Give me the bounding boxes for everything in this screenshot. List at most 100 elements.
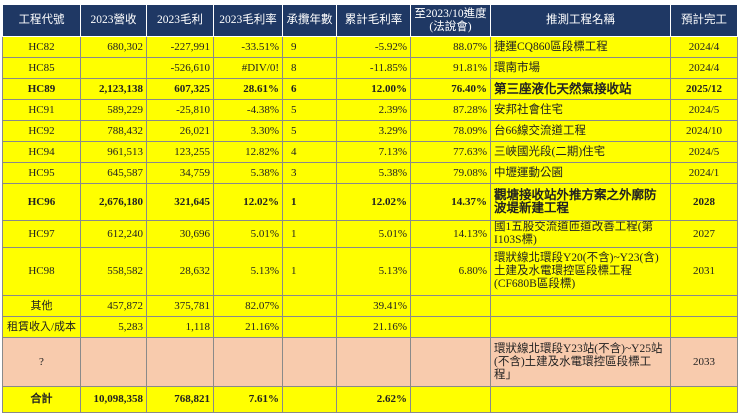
table-row: HC97 612,240 30,696 5.01% 1 5.01% 14.13% 國1五股交流… [2, 220, 738, 248]
table-cell: 21.16% [213, 316, 283, 338]
table-cell: 中壢運動公園 [490, 162, 671, 184]
table-cell: 10,098,358 [80, 386, 147, 413]
table-cell: 7.13% [336, 141, 411, 163]
table-cell: HC92 [2, 120, 81, 142]
table-cell: 77.63% [410, 141, 491, 163]
table-cell: 6 [282, 78, 337, 100]
table-cell: 7.61% [213, 386, 283, 413]
table-cell: 國1五股交流道匝道改善工程(第I103S標) [490, 220, 671, 248]
table-cell: 3.29% [336, 120, 411, 142]
empty-cell [670, 295, 738, 317]
table-row: HC82 680,302 -227,991 -33.51% 9 -5.92% 88.07% 捷… [2, 36, 738, 58]
table-cell: 台66線交流道工程 [490, 120, 671, 142]
table-cell: 5.13% [213, 247, 283, 296]
table-cell: 457,872 [80, 295, 147, 317]
table-cell: 5 [282, 99, 337, 121]
table-cell: 5.01% [336, 220, 411, 248]
table-cell: 3 [282, 162, 337, 184]
table-cell: 12.02% [336, 183, 411, 221]
table-cell: -526,610 [146, 57, 214, 79]
table-cell: 5,283 [80, 316, 147, 338]
table-cell: 14.13% [410, 220, 491, 248]
table-cell: 123,255 [146, 141, 214, 163]
project-table: 工程代號 2023營收 2023毛利 2023毛利率 承攬年數 累計毛利率 至2023/10… [2, 4, 738, 413]
empty-cell [410, 386, 491, 413]
table-cell: 捷運CQ860區段標工程 [490, 36, 671, 58]
empty-cell [410, 337, 491, 387]
table-cell: 645,587 [80, 162, 147, 184]
table-cell: 14.37% [410, 183, 491, 221]
table-cell: 87.28% [410, 99, 491, 121]
table-cell: 5 [282, 120, 337, 142]
empty-cell [410, 295, 491, 317]
table-cell: 2024/5 [670, 99, 738, 121]
table-cell: 2031 [670, 247, 738, 296]
table-cell: 768,821 [146, 386, 214, 413]
table-cell: 2.62% [336, 386, 411, 413]
header-cell: 推測工程名稱 [490, 4, 671, 37]
table-header: 工程代號 2023營收 2023毛利 2023毛利率 承攬年數 累計毛利率 至2023/10… [2, 4, 738, 37]
table-cell: 12.82% [213, 141, 283, 163]
table-cell: 3.30% [213, 120, 283, 142]
table-cell: 安邦社會住宅 [490, 99, 671, 121]
table-cell: -33.51% [213, 36, 283, 58]
empty-cell [282, 337, 337, 387]
table-cell: 612,240 [80, 220, 147, 248]
table-cell: 5.38% [336, 162, 411, 184]
table-cell: HC97 [2, 220, 81, 248]
empty-cell [80, 57, 147, 79]
table-cell: 環狀線北環段Y20(不含)~Y23(含)土建及水電環控區段標工程 (CF680B… [490, 247, 671, 296]
table-cell: 375,781 [146, 295, 214, 317]
table-cell: 4 [282, 141, 337, 163]
header-cell: 至2023/10進度 (法說會) [410, 4, 491, 37]
table-row: HC98 558,582 28,632 5.13% 1 5.13% 6.80% 環狀線北環段Y… [2, 247, 738, 296]
table-cell: 28.61% [213, 78, 283, 100]
table-cell: 21.16% [336, 316, 411, 338]
table-cell: 961,513 [80, 141, 147, 163]
table-cell: 其他 [2, 295, 81, 317]
table-cell: -4.38% [213, 99, 283, 121]
table-cell: 2024/4 [670, 57, 738, 79]
table-row: HC92 788,432 26,021 3.30% 5 3.29% 78.09% 台66線交流… [2, 120, 738, 142]
table-row: 其他 457,872 375,781 82.07% 39.41% [2, 295, 738, 317]
table-row: HC91 589,229 -25,810 -4.38% 5 2.39% 87.28% 安邦社會… [2, 99, 738, 121]
header-row: 工程代號 2023營收 2023毛利 2023毛利率 承攬年數 累計毛利率 至2023/10… [2, 4, 738, 37]
table-row: HC95 645,587 34,759 5.38% 3 5.38% 79.08% 中壢運動公園… [2, 162, 738, 184]
table-cell: HC85 [2, 57, 81, 79]
table-cell: 2025/12 [670, 78, 738, 100]
table-cell: 2024/4 [670, 36, 738, 58]
empty-cell [490, 295, 671, 317]
table-cell: 2024/1 [670, 162, 738, 184]
table-cell: 558,582 [80, 247, 147, 296]
table-cell: 租賃收入/成本 [2, 316, 81, 338]
empty-cell [490, 386, 671, 413]
table-cell: 78.09% [410, 120, 491, 142]
table-cell: 39.41% [336, 295, 411, 317]
table-cell: 8 [282, 57, 337, 79]
table-row: HC94 961,513 123,255 12.82% 4 7.13% 77.63% 三峽國光… [2, 141, 738, 163]
header-cell: 累計毛利率 [336, 4, 411, 37]
table-cell: 12.00% [336, 78, 411, 100]
table-cell: HC82 [2, 36, 81, 58]
table-cell: 2,123,138 [80, 78, 147, 100]
table-cell: 觀塘接收站外推方案之外廓防波堤新建工程 [490, 183, 671, 221]
table-cell: 28,632 [146, 247, 214, 296]
header-cell: 預計完工 [670, 4, 738, 37]
table-cell: 9 [282, 36, 337, 58]
header-cell: 2023毛利率 [213, 4, 283, 37]
table-cell: 26,021 [146, 120, 214, 142]
empty-cell [282, 386, 337, 413]
table-cell: 環狀線北環段Y23站(不含)~Y25站(不含)土建及水電環控區段標工程」 [490, 337, 671, 387]
table-cell: 合計 [2, 386, 81, 413]
table-cell: 34,759 [146, 162, 214, 184]
table-cell: 5.38% [213, 162, 283, 184]
empty-cell [213, 337, 283, 387]
table-cell: 2028 [670, 183, 738, 221]
table-cell: HC95 [2, 162, 81, 184]
table-cell: -227,991 [146, 36, 214, 58]
table-row: HC89 2,123,138 607,325 28.61% 6 12.00% 76.40% 第… [2, 78, 738, 100]
table-cell: ? [2, 337, 81, 387]
table-row: 合計 10,098,358 768,821 7.61% 2.62% [2, 386, 738, 413]
table-cell: 5.13% [336, 247, 411, 296]
table-cell: 5.01% [213, 220, 283, 248]
